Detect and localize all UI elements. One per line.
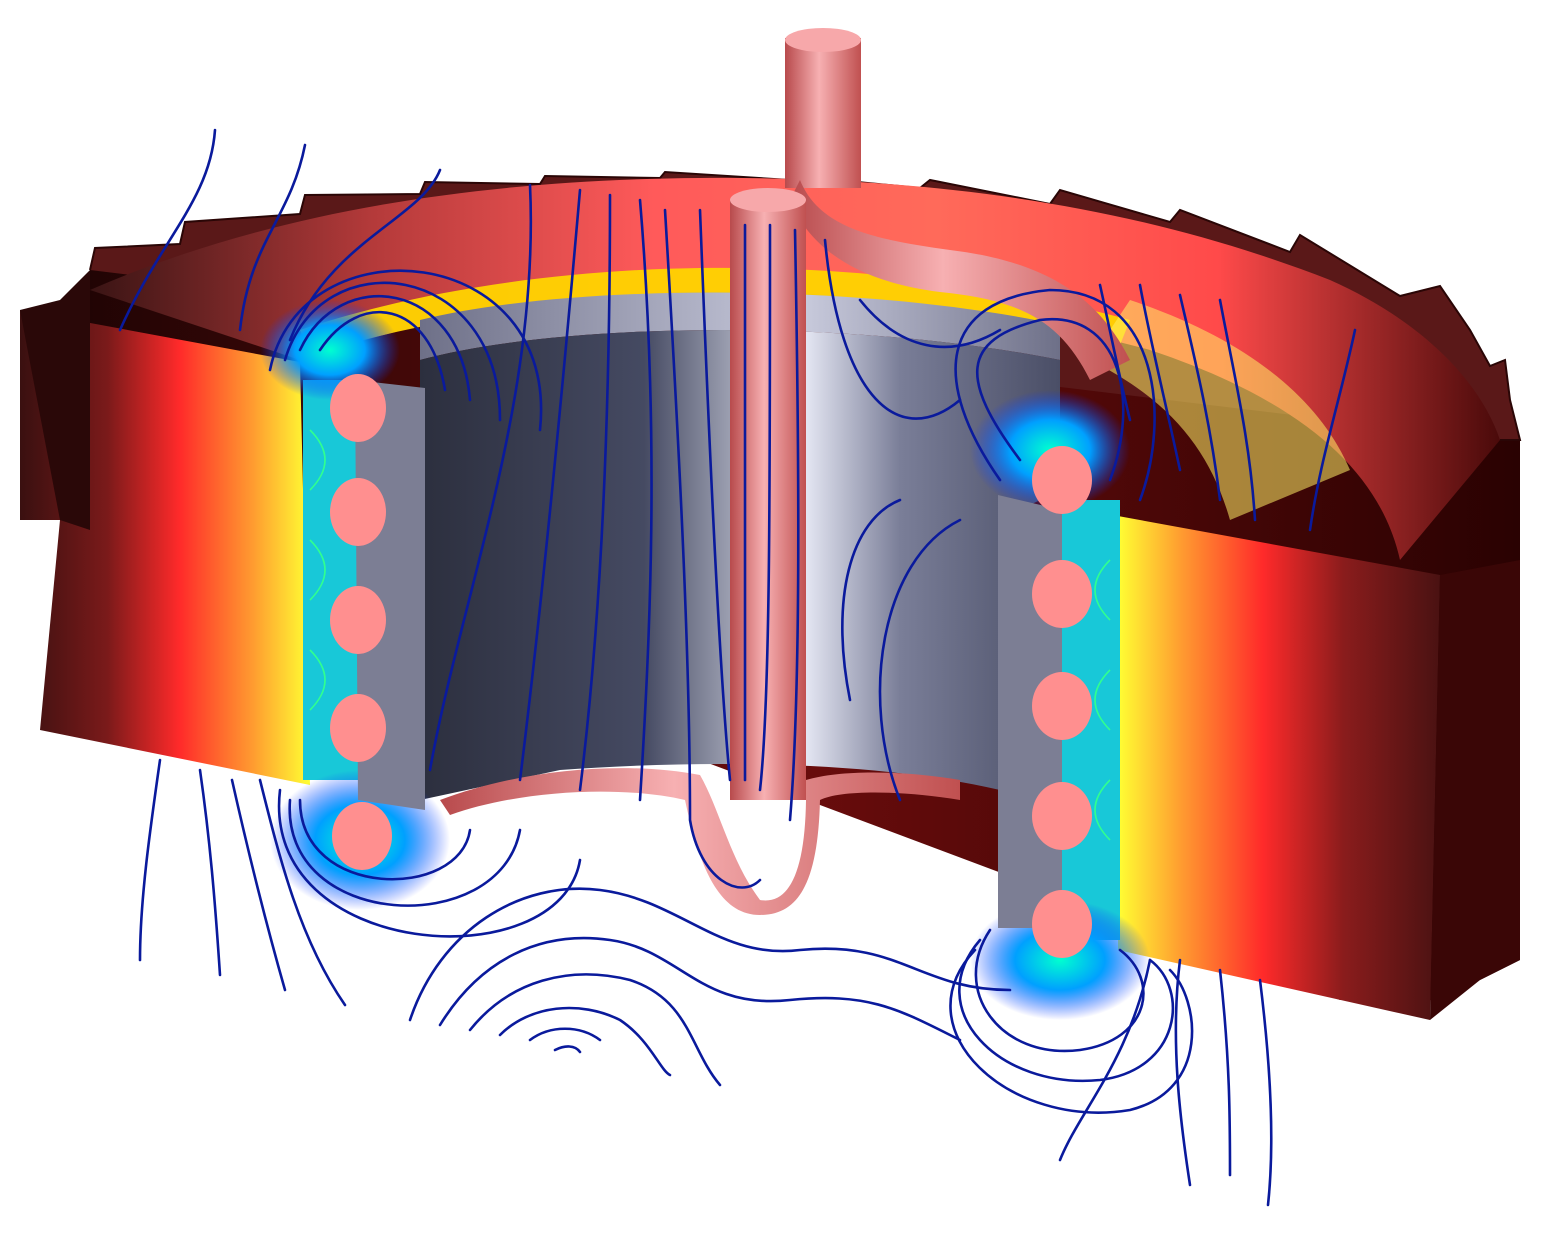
field-line bbox=[638, 198, 653, 802]
tube-riser bbox=[730, 200, 806, 800]
field-contour bbox=[309, 429, 326, 491]
left-ring-side bbox=[20, 270, 90, 530]
right-ring-face bbox=[1118, 516, 1440, 1020]
field-line bbox=[878, 518, 962, 802]
field-line bbox=[1218, 298, 1257, 522]
coil-turn bbox=[1032, 782, 1092, 850]
left-coil-turns bbox=[330, 374, 392, 870]
right-ring-side bbox=[1430, 560, 1520, 1020]
field-contour bbox=[1094, 559, 1111, 621]
inner-rim-glow bbox=[300, 267, 1130, 355]
field-line bbox=[1178, 293, 1222, 502]
tube-inlet-vertical bbox=[785, 38, 861, 188]
field-line bbox=[428, 183, 533, 772]
field-line bbox=[230, 778, 287, 992]
left-ring-face bbox=[20, 310, 310, 785]
field-line bbox=[408, 887, 1012, 1022]
field-line bbox=[268, 269, 543, 432]
tube-bend-right bbox=[790, 180, 1130, 380]
coil-turn bbox=[1032, 890, 1092, 958]
field-line bbox=[841, 498, 902, 702]
field-line bbox=[318, 310, 447, 392]
field-line bbox=[788, 228, 800, 822]
field-line bbox=[198, 768, 222, 977]
field-line bbox=[518, 188, 582, 782]
cooling-tube bbox=[440, 28, 1130, 915]
coil-turn bbox=[330, 694, 386, 762]
tube-riser-cap bbox=[730, 188, 806, 212]
coil-turn bbox=[1032, 560, 1092, 628]
field-line bbox=[277, 788, 582, 938]
coil-field-contours bbox=[309, 429, 1111, 841]
field-line bbox=[438, 936, 962, 1042]
field-contour bbox=[1094, 779, 1111, 841]
field-line bbox=[298, 294, 472, 402]
field-line bbox=[1218, 968, 1232, 1177]
field-line bbox=[138, 758, 162, 962]
field-line bbox=[698, 208, 732, 782]
field-line bbox=[954, 288, 1156, 502]
field-line bbox=[578, 193, 612, 792]
left-section bbox=[20, 270, 450, 910]
field-line bbox=[498, 1006, 672, 1077]
field-line bbox=[258, 778, 347, 1007]
tube-bottom-loop bbox=[440, 768, 960, 915]
field-lines bbox=[118, 128, 1357, 1207]
field-line bbox=[949, 948, 1194, 1114]
field-line bbox=[553, 1045, 582, 1054]
field-line bbox=[118, 128, 217, 332]
field-line bbox=[1308, 328, 1357, 532]
field-line bbox=[758, 223, 772, 792]
field-line bbox=[288, 798, 522, 907]
field-line bbox=[1174, 958, 1192, 1187]
right-section bbox=[970, 390, 1520, 1020]
coil-turn bbox=[332, 802, 392, 870]
field-contour bbox=[1094, 669, 1111, 731]
field-line bbox=[958, 938, 1175, 1083]
field-line bbox=[858, 298, 1002, 349]
field-line bbox=[298, 798, 472, 881]
field-line bbox=[663, 208, 762, 889]
field-line bbox=[468, 973, 722, 1087]
field-contour bbox=[309, 539, 326, 601]
right-coil-field-bottom bbox=[970, 900, 1150, 1020]
field-line bbox=[1138, 283, 1182, 472]
coil-turn bbox=[1032, 446, 1092, 514]
tube-inlet-cap bbox=[785, 28, 861, 52]
field-line bbox=[288, 168, 442, 342]
field-line bbox=[1058, 958, 1152, 1162]
field-line bbox=[238, 143, 307, 332]
field-line bbox=[528, 1027, 602, 1042]
coil-turn bbox=[330, 374, 386, 442]
field-line bbox=[975, 317, 1125, 482]
field-line bbox=[1258, 978, 1273, 1207]
field-contour bbox=[309, 649, 326, 711]
field-line bbox=[283, 281, 502, 422]
left-coil-field-top bbox=[260, 300, 400, 400]
gear-ring-top-face bbox=[90, 177, 1500, 560]
coil-turn bbox=[330, 586, 386, 654]
field-line bbox=[1098, 283, 1132, 422]
coil-turn bbox=[330, 478, 386, 546]
field-line bbox=[823, 238, 962, 420]
coil-turn bbox=[1032, 672, 1092, 740]
right-coil-turns bbox=[1032, 446, 1092, 958]
